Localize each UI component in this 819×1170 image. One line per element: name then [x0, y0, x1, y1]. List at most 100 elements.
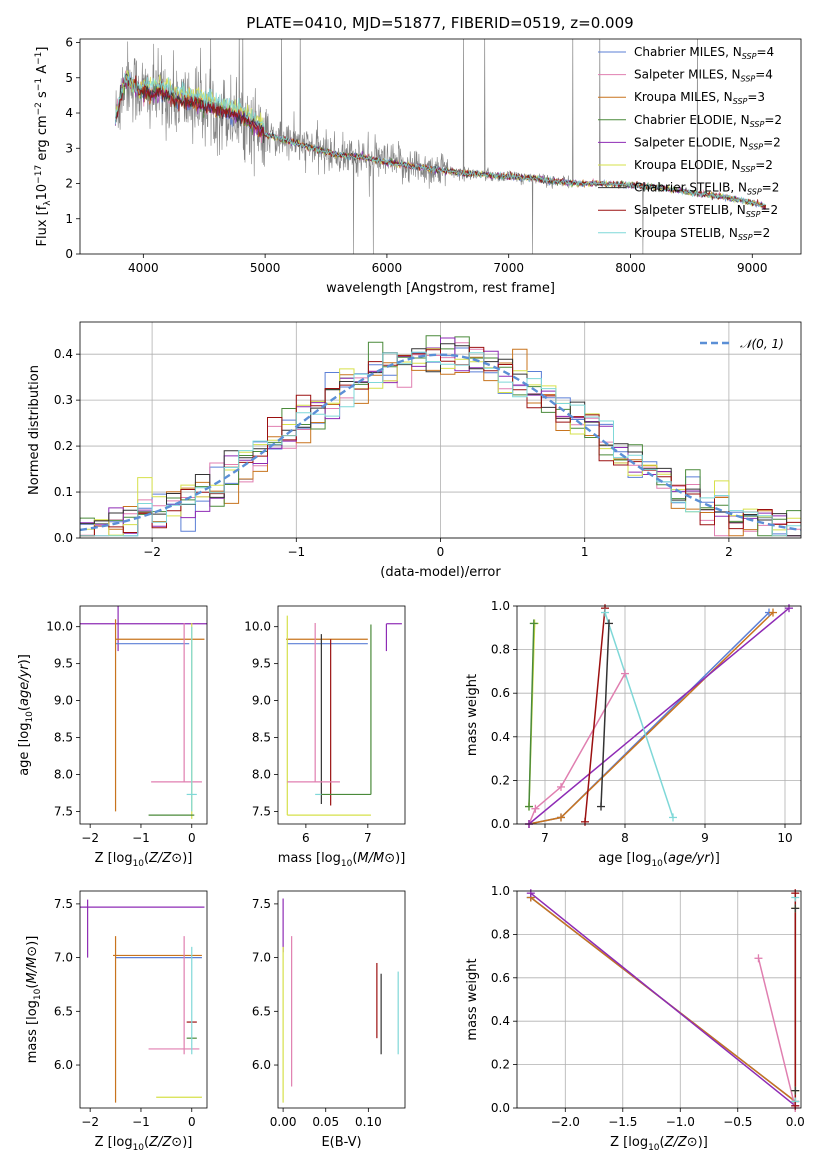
chart-title: PLATE=0410, MJD=51877, FIBERID=0519, z=0…: [246, 14, 633, 32]
x-tick-label: −1: [287, 545, 305, 559]
legend-part: Kroupa MILES, N: [634, 90, 733, 104]
label-part: Z [log: [610, 1135, 648, 1150]
legend-part: Salpeter STELIB, N: [634, 203, 746, 217]
label-part: mass [log: [278, 851, 341, 866]
weight-marker: [581, 817, 589, 826]
legend-part: SSP: [738, 233, 753, 242]
weight-line-6: [600, 623, 610, 807]
x-tick-label: 0: [188, 1115, 196, 1129]
legend-part: =2: [763, 135, 781, 149]
weight-marker: [601, 608, 609, 617]
legend-part: =2: [764, 113, 782, 127]
plot-area-residuals: [80, 335, 801, 537]
legend-entry: Chabrier MILES, NSSP=4: [634, 45, 774, 61]
y-tick-label: 7.0: [54, 951, 73, 965]
axes-frame: [277, 890, 406, 1109]
x-tick-label: −2: [143, 545, 161, 559]
label-part: )]: [710, 851, 720, 866]
y-tick-label: 9.0: [54, 694, 73, 708]
x-tick-label: 1: [581, 545, 589, 559]
axes-age_vs_mass: 6 7 7.5 8.0 8.5 9.0 9.5 10.0 mass [log10(M/M⊙)]: [244, 605, 406, 869]
x-tick-label: −0.5: [723, 1115, 752, 1129]
label-part: )]: [182, 1135, 192, 1150]
plot-area-mass_vs_Z: [80, 899, 205, 1103]
label-part: 10: [35, 184, 50, 201]
x-axis-label: wavelength [Angstrom, rest frame]: [326, 281, 555, 296]
weight-marker: [791, 889, 800, 898]
legend-part: =4: [755, 68, 773, 82]
legend-part: SSP: [748, 142, 763, 151]
axes-massweight_vs_Z: −2.0 −1.5 −1.0 −0.5 0.0 0.0 0.2 0.4 0.6 0.8 1.0 Z […: [465, 884, 805, 1153]
x-tick-label: 0: [188, 831, 196, 845]
x-tick-label: 0.00: [270, 1115, 297, 1129]
x-tick-label: −1.0: [666, 1115, 695, 1129]
weight-line-7: [584, 608, 606, 822]
y-tick-label: 0.6: [491, 686, 510, 700]
label-part: wavelength [Angstrom, rest frame]: [326, 281, 555, 296]
label-part: )]: [395, 851, 405, 866]
label-part: (: [660, 1135, 665, 1150]
legend-part: =4: [756, 45, 774, 59]
x-axis-label: E(B-V): [321, 1135, 361, 1150]
y-tick-label: 0.6: [491, 971, 510, 985]
y-axis-label: age [log10(age/yr)]: [17, 654, 35, 776]
y-axis-label: mass weight: [465, 958, 480, 1040]
label-part: age/yr: [668, 851, 711, 866]
weight-line-3: [528, 607, 790, 824]
axes-frame: [79, 321, 802, 539]
y-tick-label: 0.0: [491, 817, 510, 831]
y-tick-label: 4: [65, 106, 73, 120]
legend-part: SSP: [733, 97, 748, 106]
y-tick-label: 10.0: [46, 620, 73, 634]
x-tick-label: 10: [777, 831, 792, 845]
label-part: age [log: [17, 723, 32, 776]
legend-part: SSP: [741, 75, 756, 84]
y-tick-label: 0.4: [491, 730, 510, 744]
axes-frame: [277, 605, 406, 825]
label-part: A: [35, 65, 50, 78]
label-part: )]: [698, 1135, 708, 1150]
legend-entry: Salpeter MILES, NSSP=4: [634, 68, 773, 84]
label-part: −1: [34, 78, 44, 91]
legend-entry: 𝒩(0, 1): [740, 337, 784, 351]
y-tick-label: 0.3: [54, 393, 73, 407]
label-part: erg cm: [35, 115, 50, 164]
y-tick-label: 0: [65, 247, 73, 261]
weight-line-8: [604, 612, 674, 818]
label-part: s: [35, 91, 50, 102]
legend-part: Chabrier MILES, N: [634, 45, 742, 59]
x-tick-label: 0.10: [355, 1115, 382, 1129]
label-part: λ: [43, 200, 53, 206]
label-part: )]: [25, 936, 40, 946]
weight-marker: [621, 669, 629, 678]
x-tick-label: 6000: [372, 261, 403, 275]
legend-part: SSP: [742, 52, 757, 61]
y-tick-label: 0.1: [54, 485, 73, 499]
y-tick-label: 0.0: [54, 531, 73, 545]
axes-frame: [79, 38, 802, 255]
label-part: 10: [133, 1143, 145, 1153]
legend-part: =2: [760, 203, 778, 217]
legend-part: Kroupa ELODIE, N: [634, 158, 741, 172]
label-part: (: [352, 851, 357, 866]
y-tick-label: 6.0: [252, 1058, 271, 1072]
label-part: −1: [34, 52, 44, 65]
x-tick-label: −2.0: [551, 1115, 580, 1129]
label-part: Z [log: [95, 851, 133, 866]
y-tick-label: 8.5: [252, 731, 271, 745]
y-axis-label: Normed distribution: [27, 365, 42, 495]
label-part: (: [144, 851, 149, 866]
label-part: Z/Z⊙: [664, 1135, 698, 1150]
label-part: Z/Z⊙: [148, 1135, 182, 1150]
y-axis-label: Flux [fλ10−17 erg cm−2 s−1 A−1]: [34, 47, 53, 247]
weight-marker: [531, 804, 540, 813]
label-part: M/M⊙: [25, 946, 40, 984]
x-tick-label: −2: [81, 831, 99, 845]
y-tick-label: 0.4: [54, 347, 73, 361]
label-part: −2: [34, 102, 44, 115]
x-tick-label: 0: [437, 545, 445, 559]
x-tick-label: 9: [701, 831, 709, 845]
legend-part: SSP: [747, 188, 762, 197]
errorbar-point: [385, 623, 402, 652]
label-part: (: [663, 851, 668, 866]
